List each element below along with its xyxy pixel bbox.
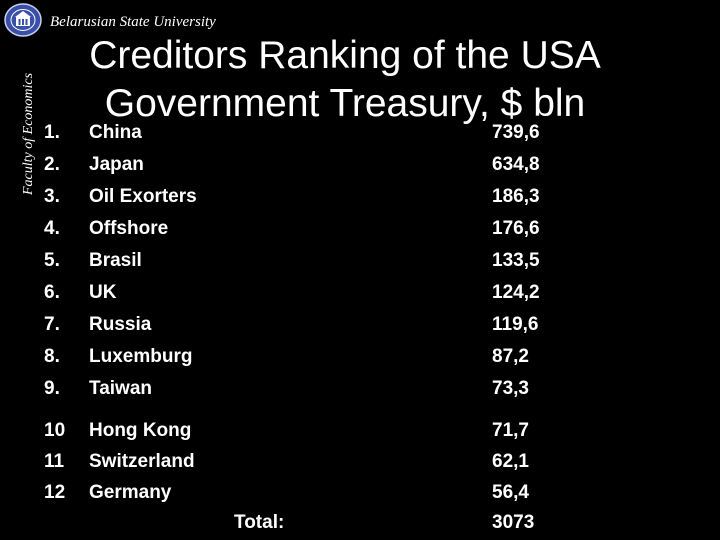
rank-number: 9. [44, 378, 60, 399]
rank-number: 3. [44, 186, 60, 207]
amount-value: 176,6 [492, 218, 540, 239]
total-label: Total: [234, 512, 285, 533]
list-item: 3. Oil Exorters 186,3 [44, 185, 564, 209]
country-name: Luxemburg [89, 346, 193, 367]
list-item: 8. Luxemburg 87,2 [44, 345, 564, 369]
rank-number: 2. [44, 154, 60, 175]
country-name: Offshore [89, 218, 169, 239]
rank-number: 11 [44, 451, 65, 472]
rank-number: 6. [44, 282, 60, 303]
amount-value: 133,5 [492, 250, 540, 271]
rank-number: 7. [44, 314, 60, 335]
amount-value: 71,7 [492, 420, 529, 441]
country-name: Brasil [89, 250, 142, 271]
list-item: 6. UK 124,2 [44, 281, 564, 305]
list-item: 2. Japan 634,8 [44, 153, 564, 177]
list-item: 9. Taiwan 73,3 [44, 377, 564, 401]
total-row: Total: 3073 [44, 511, 564, 535]
country-name: Taiwan [89, 378, 152, 399]
list-item: 11 Switzerland 62,1 [44, 450, 564, 474]
amount-value: 56,4 [492, 482, 529, 503]
country-name: UK [89, 282, 117, 303]
country-name: Germany [89, 482, 172, 503]
total-value: 3073 [492, 512, 535, 533]
faculty-name: Faculty of Economics [21, 72, 36, 195]
amount-value: 119,6 [492, 314, 539, 335]
country-name: Hong Kong [89, 420, 192, 441]
title-line-1: Creditors Ranking of the USA [89, 34, 601, 77]
list-item: 12 Germany 56,4 [44, 481, 564, 505]
rank-number: 5. [44, 250, 60, 271]
amount-value: 634,8 [492, 154, 540, 175]
amount-value: 186,3 [492, 186, 540, 207]
rank-number: 4. [44, 218, 60, 239]
country-name: Switzerland [89, 451, 195, 472]
country-name: China [89, 122, 142, 143]
list-item: 7. Russia 119,6 [44, 313, 564, 337]
amount-value: 739,6 [492, 122, 540, 143]
title-line-2: Government Treasury, $ bln [104, 82, 586, 125]
page-title: Creditors Ranking of the USA Government … [50, 32, 640, 128]
list-item: 10 Hong Kong 71,7 [44, 419, 564, 443]
country-name: Russia [89, 314, 152, 335]
rank-number: 8. [44, 346, 60, 367]
university-name: Belarusian State University [50, 14, 216, 30]
list-item: 4. Offshore 176,6 [44, 217, 564, 241]
amount-value: 87,2 [492, 346, 529, 367]
rank-number: 12 [44, 482, 66, 503]
amount-value: 124,2 [492, 282, 540, 303]
rank-number: 1. [44, 122, 60, 143]
list-item: 5. Brasil 133,5 [44, 249, 564, 273]
amount-value: 62,1 [492, 451, 529, 472]
rank-number: 10 [44, 420, 66, 441]
university-seal-icon [3, 2, 43, 38]
country-name: Oil Exorters [89, 186, 197, 207]
country-name: Japan [89, 154, 144, 175]
amount-value: 73,3 [492, 378, 529, 399]
list-item: 1. China 739,6 [44, 121, 564, 145]
